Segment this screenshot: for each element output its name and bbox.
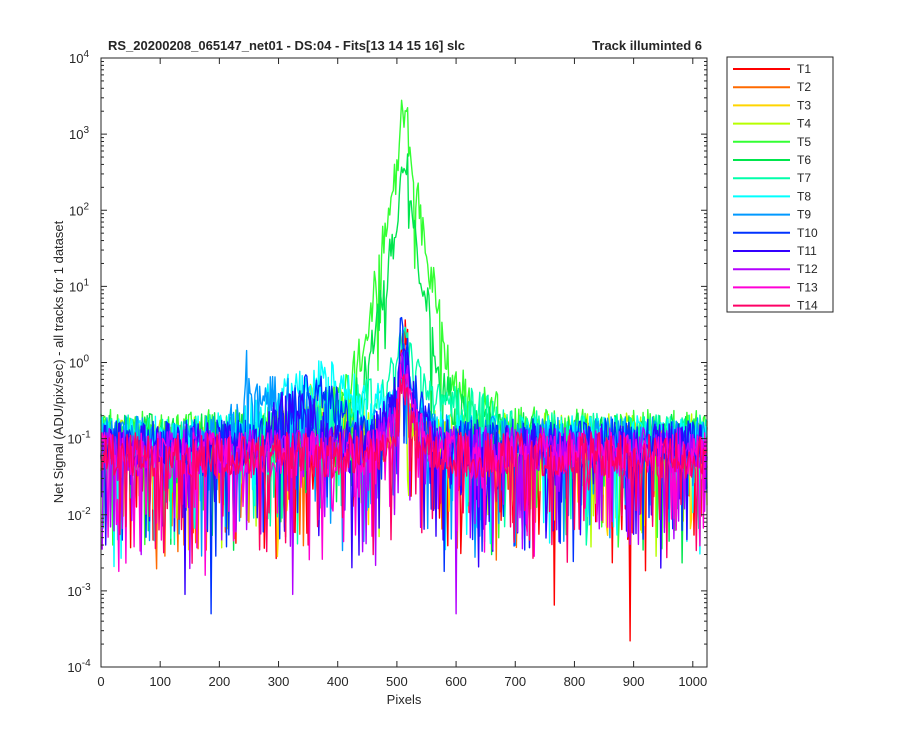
legend-label: T12 (797, 262, 818, 276)
x-tick-label: 400 (327, 674, 349, 689)
chart-subtitle: Track illuminted 6 (592, 38, 702, 53)
y-tick-base: 10 (67, 660, 81, 675)
y-tick-label: 101 (69, 277, 89, 294)
x-tick-label: 500 (386, 674, 408, 689)
legend-label: T5 (797, 135, 811, 149)
y-tick-label: 104 (69, 49, 89, 66)
plot-lines (100, 99, 708, 642)
y-tick-exponent: 2 (83, 201, 89, 212)
x-tick-label: 800 (564, 674, 586, 689)
x-tick-label: 200 (209, 674, 231, 689)
y-tick-exponent: -2 (82, 506, 91, 517)
legend-label: T10 (797, 226, 818, 240)
y-tick-label: 10-2 (67, 506, 91, 523)
x-tick-label: 600 (445, 674, 467, 689)
legend-label: T3 (797, 98, 811, 112)
legend-label: T13 (797, 280, 818, 294)
y-tick-base: 10 (69, 51, 83, 66)
y-tick-exponent: 4 (83, 49, 89, 60)
y-tick-exponent: -1 (82, 430, 91, 441)
x-tick-label: 0 (97, 674, 104, 689)
y-tick-label: 102 (69, 201, 89, 218)
y-tick-base: 10 (69, 203, 83, 218)
x-tick-label: 1000 (678, 674, 707, 689)
y-tick-exponent: 3 (83, 125, 89, 136)
x-axis-label: Pixels (387, 692, 422, 707)
legend-label: T11 (797, 244, 817, 258)
y-tick-exponent: -3 (82, 582, 91, 593)
y-tick-base: 10 (69, 279, 83, 294)
legend-label: T4 (797, 117, 811, 131)
x-tick-label: 300 (268, 674, 290, 689)
y-tick-base: 10 (67, 508, 81, 523)
chart-title: RS_20200208_065147_net01 - DS:04 - Fits[… (108, 38, 465, 53)
y-tick-base: 10 (67, 584, 81, 599)
y-tick-label: 10-3 (67, 582, 91, 599)
x-tick-label: 700 (504, 674, 526, 689)
y-tick-base: 10 (67, 432, 81, 447)
legend: T1 T2 T3 T4 T5 T6 T7 T8 T9 T10 T11 T12 T13 T14 (726, 56, 834, 313)
legend-label: T9 (797, 208, 811, 222)
y-tick-label: 100 (69, 354, 89, 371)
x-axis: 0 100 200 300 400 500 600 700 800 900 1000 (97, 58, 707, 689)
y-tick-base: 10 (69, 356, 83, 371)
y-tick-exponent: -4 (82, 658, 91, 669)
legend-label: T14 (797, 299, 818, 313)
legend-label: T7 (797, 171, 811, 185)
legend-label: T8 (797, 189, 811, 203)
series-line-t14 (100, 374, 708, 564)
x-tick-label: 900 (623, 674, 645, 689)
y-axis-label: Net Signal (ADU/pix/sec) - all tracks fo… (51, 220, 66, 503)
y-tick-exponent: 0 (83, 354, 89, 365)
legend-label: T6 (797, 153, 811, 167)
y-tick-label: 10-1 (67, 430, 91, 447)
legend-label: T2 (797, 80, 811, 94)
y-tick-label: 10-4 (67, 658, 91, 675)
y-tick-base: 10 (69, 127, 83, 142)
y-tick-label: 103 (69, 125, 89, 142)
legend-label: T1 (797, 62, 811, 76)
y-tick-exponent: 1 (83, 277, 89, 288)
x-tick-label: 100 (149, 674, 171, 689)
